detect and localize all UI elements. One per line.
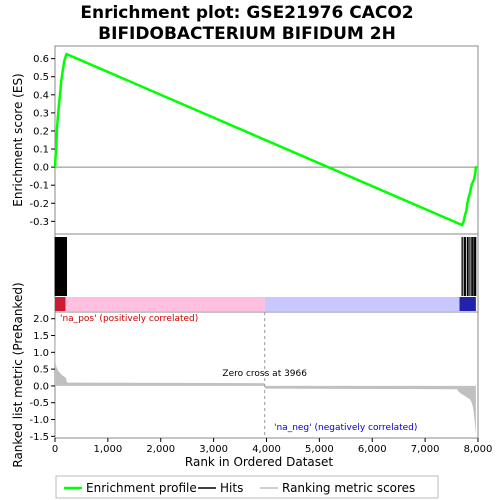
metric-y-tick-label: -1.0 [29,415,49,426]
metric-y-tick-label: 1.5 [33,331,49,342]
chart-title-line-2: BIFIDOBACTERIUM BIFIDUM 2H [98,24,396,44]
heat-segment [459,297,476,311]
es-panel: -0.3 -0.2 -0.1 0.0 0.1 0.2 0.3 0.4 0.5 0.6 Enrich… [11,45,479,235]
legend-label-ranking-metric: Ranking metric scores [282,481,415,495]
metric-y-tick-label: 1.0 [33,348,49,359]
es-y-tick-label: 0.0 [33,163,49,174]
metric-y-ticks: -1.5 -1.0 -0.5 0.0 0.5 1.0 1.5 2.0 [29,314,55,443]
es-y-tick-label: 0.4 [33,90,49,101]
metric-panel: -1.5 -1.0 -0.5 0.0 0.5 1.0 1.5 2.0 Zero cross a… [11,282,479,468]
es-y-tick-label: -0.3 [29,217,49,228]
metric-y-tick-label: -0.5 [29,398,49,409]
es-y-ticks: -0.3 -0.2 -0.1 0.0 0.1 0.2 0.3 0.4 0.5 0.6 [29,54,55,228]
x-tick-label: 3,000 [199,444,228,455]
metric-y-axis-label: Ranked list metric (PreRanked) [11,282,25,467]
metric-y-tick-label: 0.0 [33,381,49,392]
zero-cross-label: Zero cross at 3966 [222,369,307,379]
metric-y-tick-label: 2.0 [33,314,49,325]
x-tick-label: 4,000 [252,444,281,455]
x-tick-label: 1,000 [94,444,123,455]
x-tick-label: 2,000 [146,444,175,455]
es-y-axis-label: Enrichment score (ES) [11,73,25,206]
es-y-tick-label: 0.1 [33,145,49,156]
x-axis-label: Rank in Ordered Dataset [185,455,333,469]
hits-panel [54,233,479,313]
es-y-tick-label: 0.5 [33,72,49,83]
heat-segment [264,297,460,311]
heat-segment [65,297,265,311]
hit-lines [54,237,477,296]
x-tick-label: 7,000 [411,444,440,455]
x-axis-ticks: 0 1,000 2,000 3,000 4,000 5,000 6,000 7,000 8,00… [52,438,493,455]
x-tick-label: 0 [52,444,58,455]
es-y-tick-label: -0.2 [29,199,49,210]
x-tick-label: 8,000 [464,444,493,455]
legend-label-enrichment-profile: Enrichment profile [86,481,197,495]
heat-segment [55,297,66,311]
x-tick-label: 6,000 [358,444,387,455]
es-y-tick-label: 0.2 [33,126,49,137]
x-tick-label: 5,000 [305,444,334,455]
legend-label-hits: Hits [220,481,243,495]
pos-correlated-label: 'na_pos' (positively correlated) [60,314,198,324]
rank-heat-bar [55,297,476,311]
legend: Enrichment profile Hits Ranking metric s… [55,475,439,499]
es-y-tick-label: -0.1 [29,181,49,192]
legend-frame [55,475,439,499]
es-y-tick-label: 0.3 [33,108,49,119]
es-profile-line [53,52,478,227]
chart-title-line-1: Enrichment plot: GSE21976 CACO2 [80,3,413,23]
metric-y-tick-label: -1.5 [29,432,49,443]
neg-correlated-label: 'na_neg' (negatively correlated) [274,423,417,433]
metric-panel-frame [54,311,479,439]
metric-y-tick-label: 0.5 [33,365,49,376]
es-y-tick-label: 0.6 [33,54,49,65]
